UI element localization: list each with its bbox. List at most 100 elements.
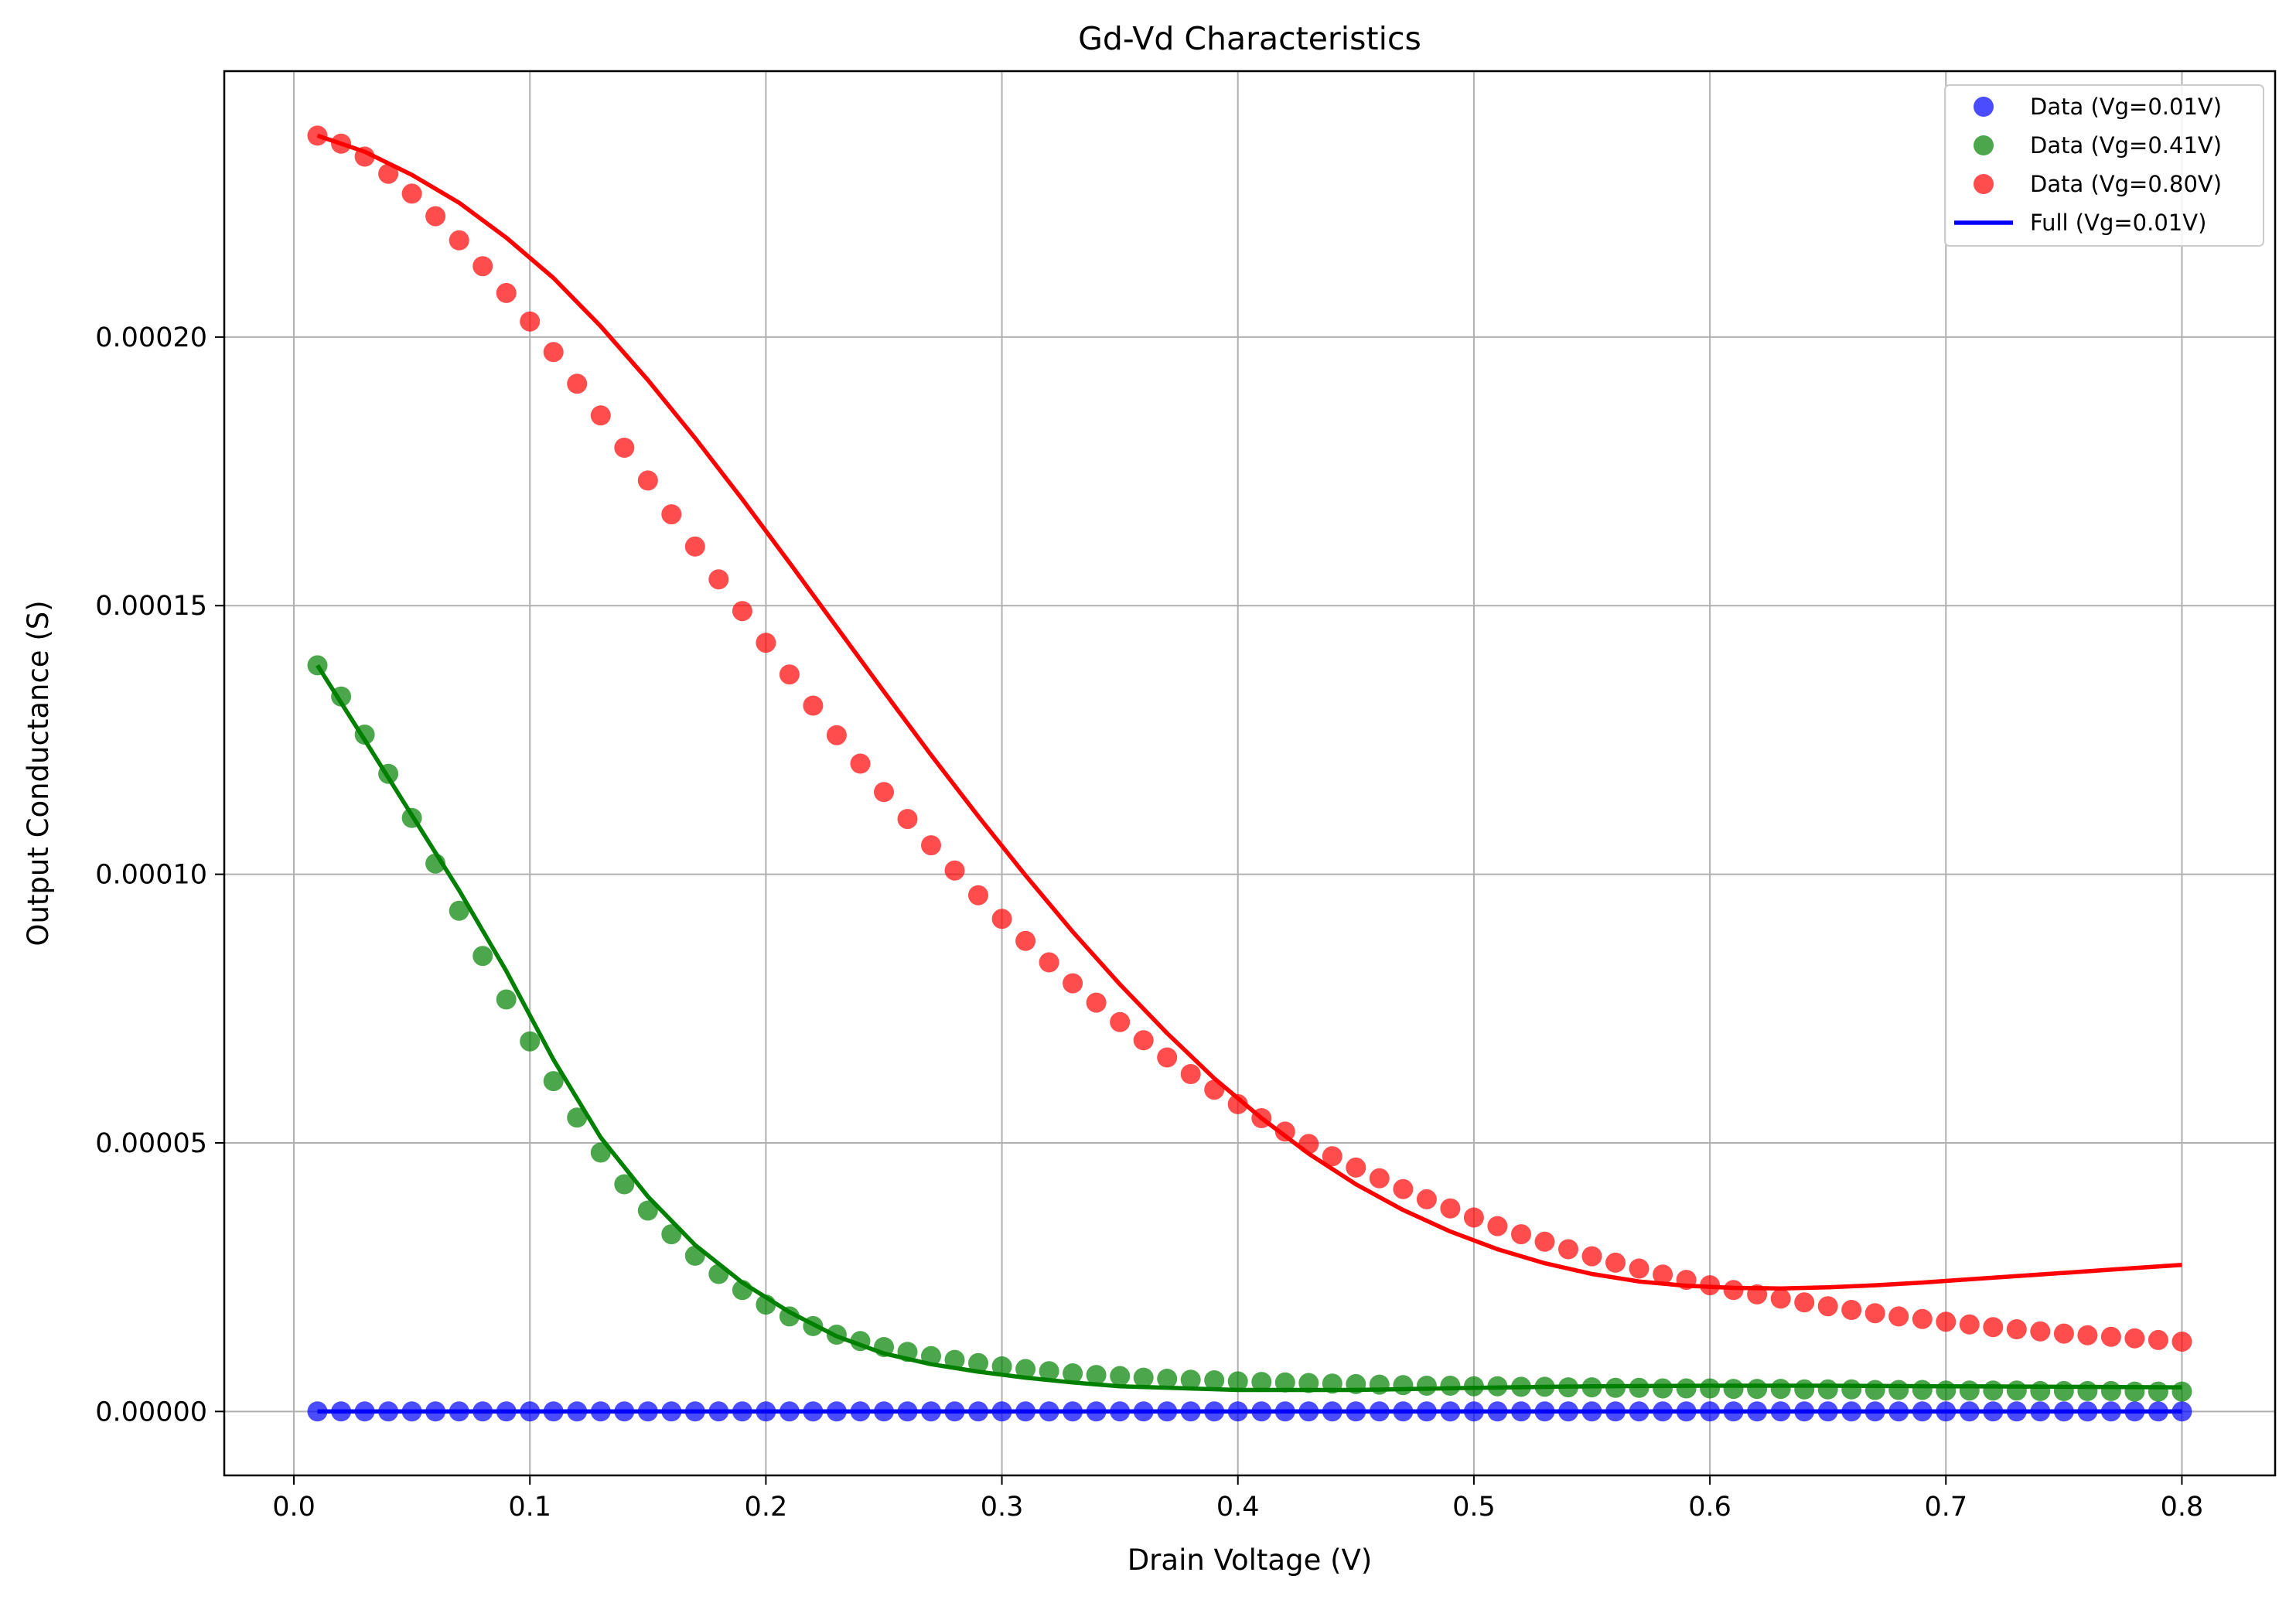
data-point (1039, 952, 1059, 973)
data-point (1393, 1178, 1414, 1199)
data-point (1794, 1292, 1815, 1313)
data-point (1322, 1401, 1342, 1422)
legend-box (1944, 84, 2264, 247)
data-point (2030, 1380, 2051, 1401)
data-point (1511, 1401, 1531, 1422)
data-point (1110, 1401, 1131, 1422)
data-point (614, 1174, 635, 1195)
data-point (543, 1401, 564, 1422)
data-point (1629, 1258, 1650, 1279)
data-point (1086, 1365, 1107, 1386)
data-point (1534, 1401, 1555, 1422)
data-point (1676, 1378, 1697, 1399)
data-points (307, 125, 2192, 1422)
data-point (921, 1401, 941, 1422)
data-point (1841, 1401, 1862, 1422)
data-point (307, 1401, 328, 1422)
data-point (944, 1401, 965, 1422)
data-point (1298, 1373, 1319, 1393)
scatter-series (307, 655, 2192, 1402)
data-point (449, 1401, 469, 1422)
data-point (826, 1325, 847, 1345)
data-point (1558, 1377, 1578, 1398)
data-point (1063, 973, 1083, 994)
data-point (1463, 1376, 1484, 1397)
data-point (590, 1401, 611, 1422)
data-point (1322, 1146, 1342, 1167)
data-point (1912, 1308, 1933, 1329)
data-point (1534, 1376, 1555, 1397)
data-point (378, 763, 399, 784)
y-tick-label: 0.00015 (95, 591, 207, 622)
data-point (1440, 1198, 1461, 1219)
data-point (1346, 1401, 1366, 1422)
data-point (1346, 1373, 1366, 1394)
data-point (1629, 1401, 1650, 1422)
data-point (1463, 1401, 1484, 1422)
data-point (1133, 1030, 1154, 1051)
data-point (1581, 1246, 1602, 1267)
data-point (496, 1401, 517, 1422)
data-point (567, 1107, 588, 1128)
data-point (1558, 1239, 1578, 1260)
data-point (1841, 1379, 1862, 1400)
data-point (1440, 1376, 1461, 1396)
data-point (2100, 1401, 2121, 1422)
data-point (826, 1401, 847, 1422)
data-point (1133, 1401, 1154, 1422)
y-tick-label: 0.00020 (95, 322, 207, 353)
data-point (1393, 1375, 1414, 1396)
data-point (1864, 1380, 1885, 1400)
legend-label: Data (Vg=0.01V) (2030, 94, 2222, 120)
data-point (1936, 1380, 1957, 1401)
data-point (684, 536, 705, 557)
data-point (826, 725, 847, 745)
data-point (543, 342, 564, 363)
data-point (614, 438, 635, 458)
data-point (1676, 1401, 1697, 1422)
data-point (1393, 1401, 1414, 1422)
data-point (1227, 1401, 1248, 1422)
data-point (1063, 1363, 1083, 1383)
data-point (1227, 1093, 1248, 1114)
data-point (1416, 1189, 1437, 1209)
x-axis-label: Drain Voltage (V) (1128, 1543, 1373, 1577)
chart-title: Gd-Vd Characteristics (1078, 20, 1421, 57)
data-point (2171, 1332, 2192, 1352)
data-point (1581, 1377, 1602, 1398)
data-point (496, 989, 517, 1010)
data-point (1369, 1401, 1390, 1422)
scatter-series (307, 125, 2192, 1352)
data-point (520, 311, 541, 332)
data-point (354, 1401, 375, 1422)
data-point (1770, 1401, 1791, 1422)
data-point (1747, 1284, 1768, 1305)
data-point (1487, 1216, 1508, 1236)
data-point (331, 133, 352, 154)
data-point (1369, 1168, 1390, 1189)
data-point (684, 1245, 705, 1266)
data-point (1086, 1401, 1107, 1422)
x-tick-label: 0.8 (2161, 1492, 2204, 1523)
data-point (1864, 1303, 1885, 1324)
data-point (1180, 1401, 1201, 1422)
data-point (968, 1352, 988, 1373)
data-point (1653, 1264, 1673, 1285)
data-point (1251, 1372, 1272, 1393)
data-point (2171, 1401, 2192, 1422)
data-point (1204, 1079, 1225, 1100)
data-point (378, 1401, 399, 1422)
data-point (2171, 1381, 2192, 1402)
data-point (1157, 1369, 1178, 1389)
data-point (1959, 1401, 1980, 1422)
data-point (1747, 1401, 1768, 1422)
data-point (2006, 1380, 2027, 1401)
data-point (401, 183, 422, 204)
data-point (897, 809, 918, 830)
data-point (331, 686, 352, 707)
data-point (1157, 1047, 1178, 1068)
data-point (1511, 1376, 1531, 1397)
data-point (1227, 1371, 1248, 1392)
